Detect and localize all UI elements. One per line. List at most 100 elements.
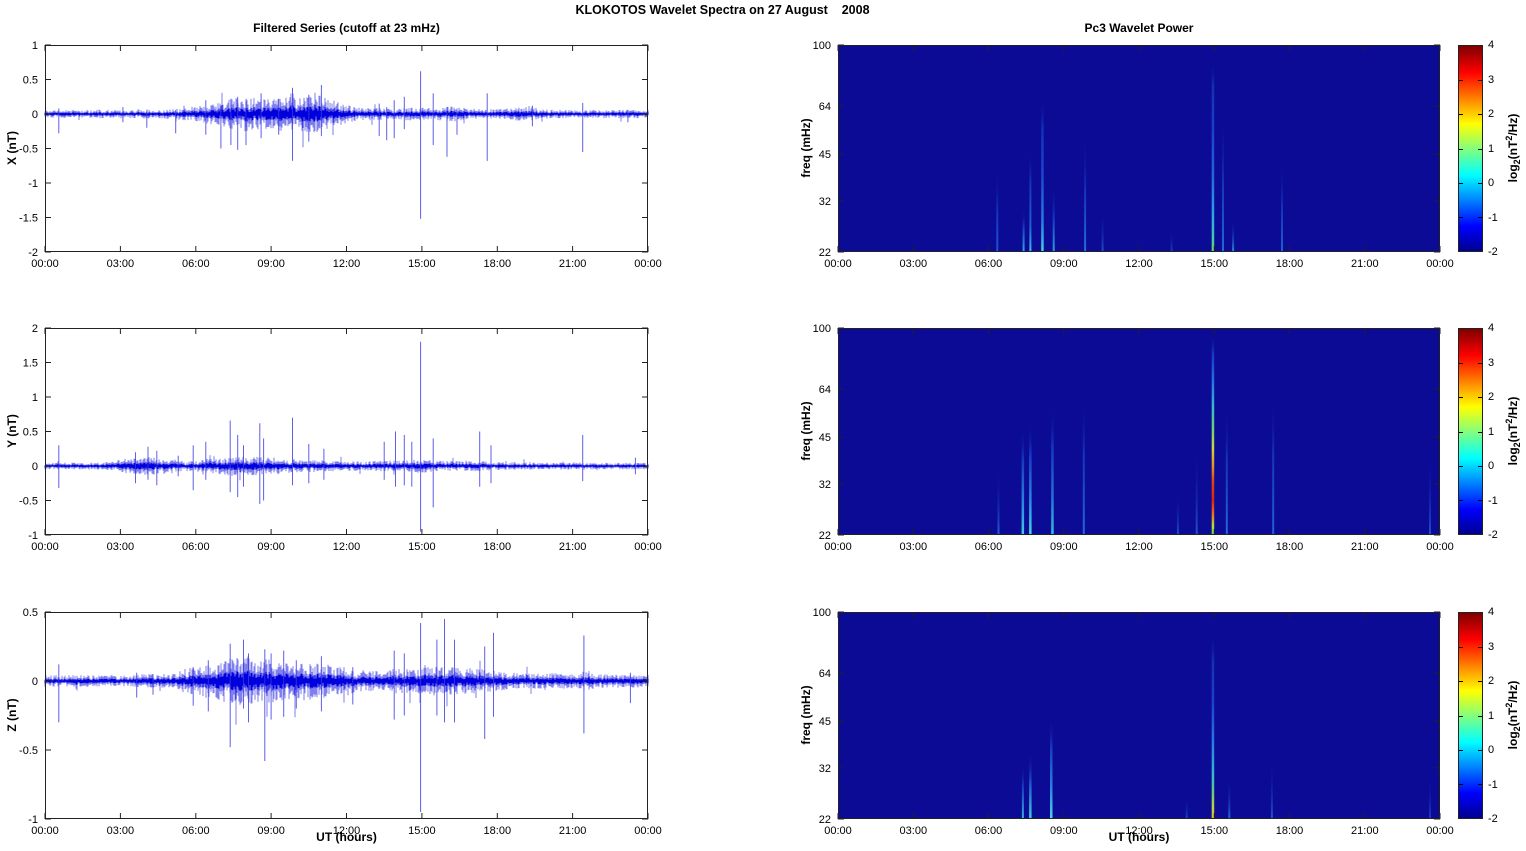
colorbar-tick-mark: [1459, 681, 1463, 683]
y-tick-label: 2: [32, 323, 38, 335]
plot-frame: [45, 612, 648, 819]
y-tick-label: 32: [819, 479, 831, 491]
power-event: [997, 467, 1000, 535]
colorbar-tick-label: 3: [1488, 640, 1495, 653]
ut-hours-label-left: UT (hours): [316, 830, 377, 844]
colorbar-tick-label: 1: [1488, 425, 1495, 438]
y-tick-label: 0.5: [23, 75, 38, 87]
freq-ylabel-top: freq (mHz): [799, 118, 813, 178]
power-event: [1228, 776, 1231, 819]
colorbar-ticks-middle: 4 3 2 1 0 -1 -2: [1488, 322, 1524, 541]
y-tick-label: 1: [32, 392, 38, 404]
x-tick-label: 06:00: [975, 825, 1003, 837]
colorbar-label-sub: 2: [1512, 442, 1523, 448]
power-event: [1022, 209, 1025, 252]
y-tick-label: 1.5: [23, 358, 38, 370]
y-tick-label: 45: [819, 716, 831, 728]
axes: 00:00 03:00 06:00 09:00 12:00 15:00 18:00 21:00…: [19, 607, 662, 837]
x-component-ylabel: X (nT): [5, 131, 19, 165]
colorbar-tick-mark: [1459, 499, 1463, 501]
colorbar-tick-label: 2: [1488, 108, 1495, 120]
colorbar-tick-label: -1: [1488, 494, 1498, 507]
colorbar-ticks-top: 4 3 2 1 0 -1 -2: [1488, 39, 1524, 258]
colorbar-tick-mark: [1459, 114, 1463, 116]
x-tick-label: 06:00: [975, 258, 1003, 270]
colorbar-top: [1458, 45, 1483, 252]
y-tick-label: -0.5: [19, 745, 38, 757]
power-event: [1050, 718, 1053, 819]
x-tick-label: 00:00: [31, 825, 59, 837]
power-event: [1211, 62, 1215, 252]
y-tick-label: 32: [819, 196, 831, 208]
freq-ylabel-bottom: freq (mHz): [799, 685, 813, 745]
colorbar-tick-mark: [1459, 431, 1463, 433]
y-tick-label: 0.5: [23, 607, 38, 619]
y-tick-label: 0: [32, 109, 38, 121]
axes: 00:00 03:00 06:00 09:00 12:00 15:00 18:00 21:00…: [813, 607, 1454, 837]
colorbar-tick-label: -2: [1488, 813, 1498, 825]
spike-lines: [58, 618, 631, 813]
colorbar-label-text: /Hz): [1505, 396, 1520, 419]
colorbar-tick-mark: [1478, 715, 1482, 717]
y-tick-label: 100: [813, 40, 831, 52]
figure-title: KLOKOTOS Wavelet Spectra on 27 August 20…: [575, 3, 870, 17]
axes: 00:00 03:00 06:00 09:00 12:00 15:00 18:00 21:00…: [19, 323, 662, 553]
colorbar-tick-mark: [1478, 182, 1482, 184]
colorbar-tick-label: 4: [1488, 39, 1495, 51]
colorbar-tick-mark: [1459, 216, 1463, 218]
colorbar-tick-label: 3: [1488, 73, 1495, 86]
colorbar-tick-mark: [1459, 363, 1463, 365]
colorbar-tick-label: -2: [1488, 529, 1498, 541]
colorbar-label-middle: log2(nT2/Hz): [1504, 397, 1522, 466]
spectrogram-x-plot: 00:00 03:00 06:00 09:00 12:00 15:00 18:00 21:00…: [813, 40, 1454, 270]
colorbar-tick-label: 2: [1488, 391, 1495, 403]
power-event: [1232, 219, 1235, 252]
x-tick-label: 00:00: [824, 825, 852, 837]
x-tick-label: 12:00: [333, 258, 361, 270]
spectrogram-background: [838, 328, 1440, 535]
x-tick-label: 09:00: [257, 825, 285, 837]
colorbar-tick-mark: [1478, 749, 1482, 751]
y-tick-label: 0.5: [23, 427, 38, 439]
y-tick-label: -0.5: [19, 496, 38, 508]
power-event: [1170, 229, 1173, 252]
y-tick-label: -1: [28, 814, 38, 826]
y-tick-label: 32: [819, 763, 831, 775]
x-tick-label: 00:00: [1426, 258, 1454, 270]
y-tick-label: 22: [819, 247, 831, 259]
colorbar-tick-label: 0: [1488, 460, 1495, 472]
y-tick-label: -1: [28, 178, 38, 190]
x-tick-label: 03:00: [107, 541, 135, 553]
x-tick-label: 09:00: [1050, 258, 1078, 270]
power-event: [1029, 422, 1032, 535]
power-event: [1211, 333, 1215, 535]
axes: 00:00 03:00 06:00 09:00 12:00 15:00 18:00 21:00…: [19, 40, 662, 270]
colorbar-label-sup: 2: [1503, 418, 1514, 424]
colorbar-label-text: /Hz): [1505, 113, 1520, 136]
y-tick-label: -2: [28, 247, 38, 259]
power-event: [1281, 163, 1283, 252]
colorbar-tick-mark: [1459, 148, 1463, 150]
x-tick-label: 18:00: [484, 541, 512, 553]
x-tick-label: 03:00: [900, 258, 928, 270]
colorbar-tick-mark: [1459, 80, 1463, 82]
spike-lines: [58, 341, 636, 532]
ut-hours-label-right: UT (hours): [1108, 830, 1170, 844]
x-tick-label: 21:00: [559, 825, 587, 837]
colorbar-tick-mark: [1459, 647, 1463, 649]
y-tick-label: 45: [819, 149, 831, 161]
colorbar-tick-mark: [1459, 783, 1463, 785]
x-tick-label: 09:00: [1050, 541, 1078, 553]
power-event: [1429, 776, 1431, 819]
x-tick-label: 00:00: [1426, 825, 1454, 837]
x-tick-label: 15:00: [1201, 825, 1229, 837]
y-tick-label: 0: [32, 676, 38, 688]
y-tick-label: 0: [32, 461, 38, 473]
timeseries-x-plot: 00:00 03:00 06:00 09:00 12:00 15:00 18:00 21:00…: [19, 40, 662, 270]
colorbar-tick-mark: [1478, 681, 1482, 683]
x-tick-label: 15:00: [1201, 258, 1229, 270]
colorbar-tick-label: 4: [1488, 322, 1495, 334]
power-event: [1225, 407, 1228, 535]
y-tick-label: 22: [819, 814, 831, 826]
colorbar-label-text: log: [1505, 731, 1520, 750]
